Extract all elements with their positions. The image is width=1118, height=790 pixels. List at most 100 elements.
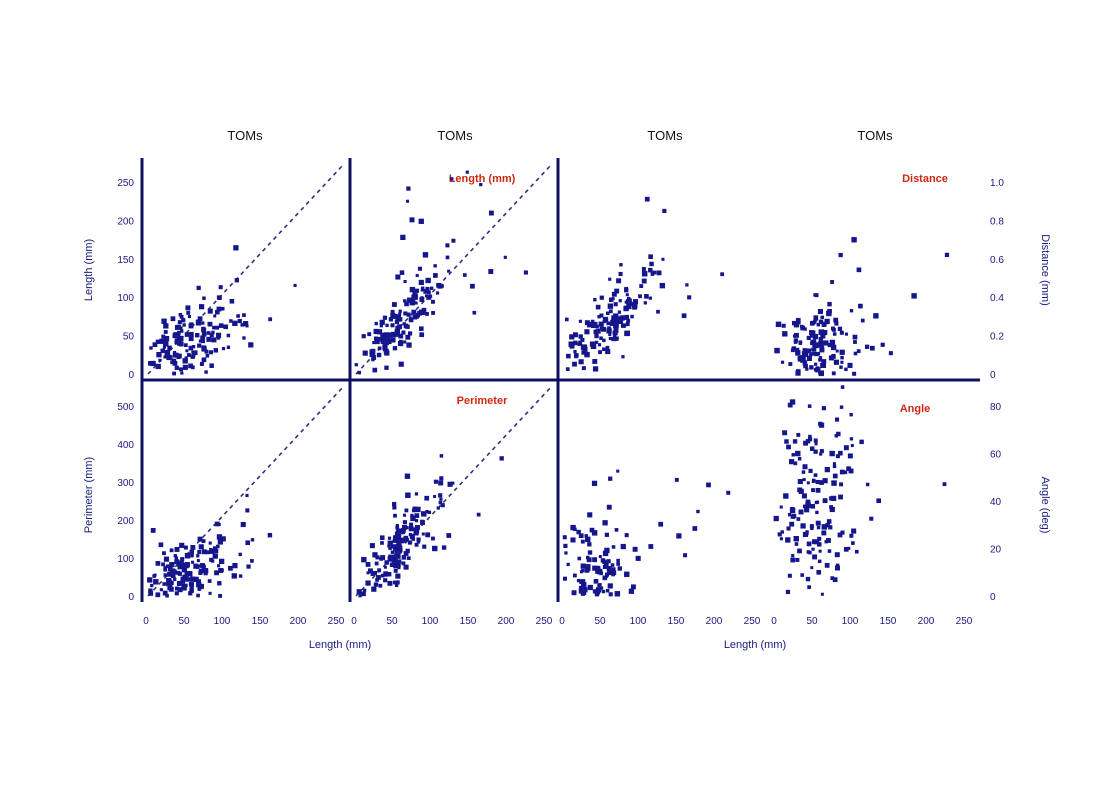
data-point <box>843 445 849 451</box>
data-point <box>402 322 406 326</box>
data-point <box>414 513 420 519</box>
data-point <box>171 569 176 573</box>
data-point <box>396 528 401 533</box>
data-point <box>387 536 392 540</box>
data-point <box>373 582 379 587</box>
data-point <box>445 255 450 260</box>
data-point <box>815 520 821 526</box>
data-point <box>372 552 378 558</box>
data-point <box>779 505 783 509</box>
data-point <box>832 464 837 469</box>
data-point <box>409 217 415 223</box>
data-point <box>201 539 206 543</box>
data-point <box>843 547 849 552</box>
data-point <box>831 327 836 332</box>
data-point <box>814 318 818 322</box>
data-point <box>406 312 411 317</box>
data-point <box>162 345 166 349</box>
data-point <box>584 534 588 538</box>
data-point <box>591 480 598 486</box>
data-point <box>425 509 429 514</box>
data-point <box>785 589 791 595</box>
data-point <box>199 361 204 366</box>
data-point <box>564 551 568 555</box>
data-point <box>607 568 612 574</box>
data-point <box>214 548 219 554</box>
data-point <box>888 351 893 356</box>
data-point <box>267 532 273 538</box>
data-point <box>390 309 395 314</box>
data-point <box>601 589 606 594</box>
data-point <box>608 592 613 597</box>
data-point <box>380 555 386 560</box>
data-point <box>401 555 407 560</box>
data-point <box>644 294 649 299</box>
data-point <box>615 316 619 320</box>
data-point <box>476 512 481 517</box>
data-point <box>403 323 409 329</box>
data-point <box>791 513 797 519</box>
data-point <box>201 357 207 363</box>
data-point <box>408 526 414 532</box>
data-point <box>795 350 801 356</box>
data-point <box>416 537 421 542</box>
data-point <box>438 480 444 486</box>
data-point <box>179 326 183 330</box>
data-point <box>805 439 811 444</box>
x-tick-label: 150 <box>460 616 477 627</box>
data-point <box>604 547 610 554</box>
data-point <box>400 234 406 241</box>
panel-label-top-1: Length (mm) <box>449 173 516 185</box>
data-point <box>472 310 477 315</box>
data-point <box>479 182 483 187</box>
data-point <box>465 170 469 174</box>
data-point <box>414 288 420 293</box>
data-point <box>372 570 378 576</box>
data-point <box>499 456 504 461</box>
data-point <box>354 363 358 367</box>
x-tick-label: 100 <box>214 616 231 627</box>
data-point <box>829 339 836 346</box>
data-point <box>649 261 654 267</box>
data-point <box>162 590 168 596</box>
data-point <box>846 466 851 472</box>
data-point <box>632 299 639 305</box>
y-axis-title-left-top: Length (mm) <box>83 239 95 301</box>
y-tick-left-bottom: 0 <box>128 592 134 603</box>
data-point <box>403 551 409 556</box>
data-point <box>208 591 212 595</box>
data-point <box>786 526 791 531</box>
data-point <box>176 580 182 586</box>
data-point <box>630 584 636 590</box>
data-point <box>811 347 815 352</box>
data-point <box>821 406 826 411</box>
x-tick-label: 0 <box>143 616 149 627</box>
data-point <box>405 334 411 340</box>
data-point <box>176 353 182 359</box>
data-point <box>572 573 577 578</box>
data-point <box>393 568 398 573</box>
data-point <box>437 283 443 289</box>
data-point <box>201 331 207 337</box>
data-point <box>656 270 662 276</box>
data-point <box>419 326 424 331</box>
data-point <box>197 549 202 555</box>
data-point <box>377 346 382 351</box>
data-point <box>614 288 620 294</box>
data-point <box>816 322 821 327</box>
data-point <box>811 488 815 493</box>
data-point <box>397 559 402 564</box>
y-tick-right-top: 0.8 <box>990 216 1004 227</box>
data-point <box>648 267 653 273</box>
data-point <box>774 347 780 354</box>
data-point <box>186 577 191 582</box>
data-point <box>834 552 840 558</box>
data-point <box>607 583 613 589</box>
data-point <box>148 361 153 366</box>
data-point <box>820 592 824 596</box>
data-point <box>815 479 820 485</box>
data-point <box>212 546 218 551</box>
data-point <box>566 562 570 567</box>
data-point <box>840 385 845 389</box>
data-point <box>580 337 585 342</box>
